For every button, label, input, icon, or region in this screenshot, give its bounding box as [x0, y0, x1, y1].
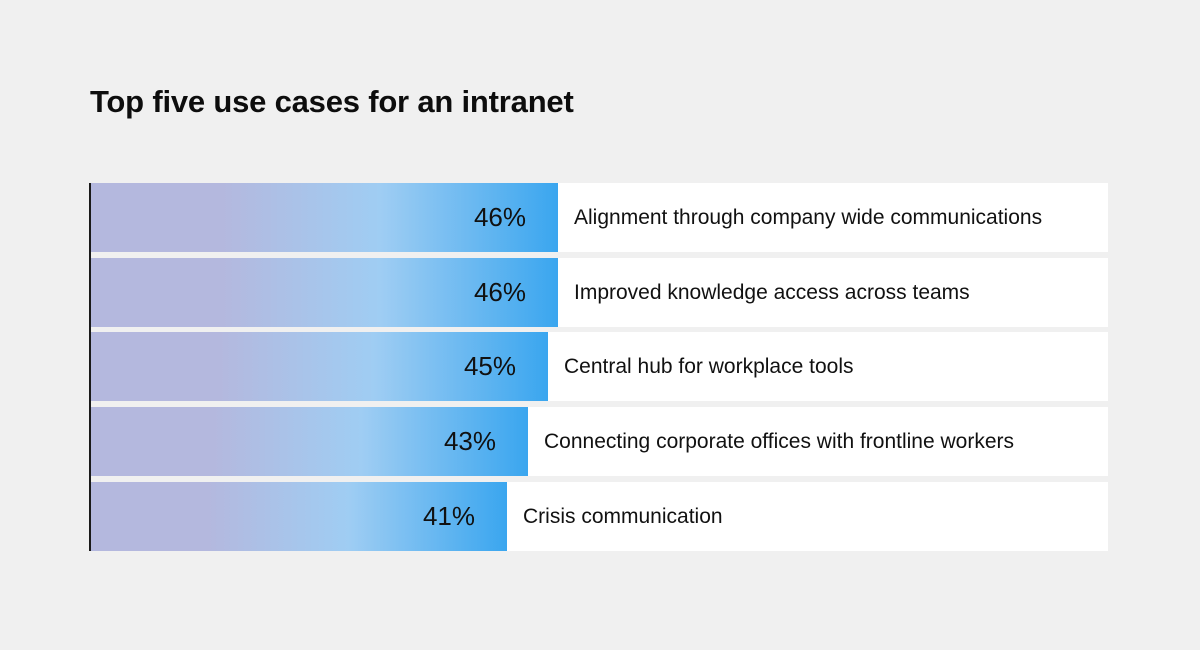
- value-label: 41%: [422, 501, 475, 531]
- bar-row: 46% Improved knowledge access across team…: [90, 258, 1108, 327]
- bar: [90, 258, 558, 327]
- bar: [90, 482, 507, 551]
- value-label: 43%: [443, 426, 496, 456]
- bar: [90, 407, 528, 476]
- y-axis-line: [89, 183, 91, 551]
- value-label: 46%: [473, 277, 526, 307]
- bar-row: 43% Connecting corporate offices with fro…: [90, 407, 1108, 476]
- chart-title: Top five use cases for an intranet: [90, 84, 574, 119]
- category-label: Improved knowledge access across teams: [574, 280, 970, 304]
- bar-chart: 46% Alignment through company wide commun…: [90, 183, 1108, 551]
- bar: [90, 332, 548, 401]
- value-label: 46%: [473, 202, 526, 232]
- category-label: Connecting corporate offices with frontl…: [544, 429, 1015, 453]
- category-label: Crisis communication: [523, 504, 723, 528]
- category-label: Central hub for workplace tools: [564, 354, 854, 378]
- bar-row: 46% Alignment through company wide commun…: [90, 183, 1108, 252]
- value-label: 45%: [463, 351, 516, 381]
- bar: [90, 183, 558, 252]
- category-label: Alignment through company wide communica…: [574, 205, 1043, 229]
- bar-row: 45% Central hub for workplace tools: [90, 332, 1108, 401]
- bar-row: 41% Crisis communication: [90, 482, 1108, 551]
